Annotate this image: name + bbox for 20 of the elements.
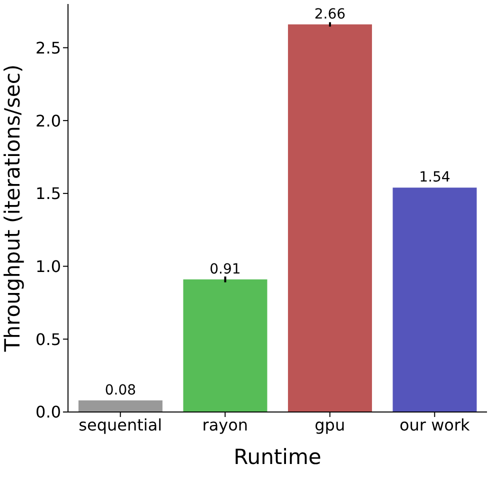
y-tick-label: 2.0 (36, 111, 61, 130)
data-label: 2.66 (314, 6, 346, 22)
y-tick-label: 1.5 (36, 184, 61, 204)
x-tick-label: rayon (202, 415, 248, 434)
data-label: 0.08 (104, 382, 136, 398)
bar (392, 188, 477, 412)
data-label: 1.54 (419, 170, 450, 186)
y-tick-label: 0.5 (36, 330, 61, 349)
x-tick-label: our work (399, 415, 471, 434)
x-tick-label: sequential (78, 415, 162, 434)
x-tick-label: gpu (314, 415, 346, 434)
bar (288, 24, 372, 412)
data-label: 0.91 (210, 261, 241, 278)
x-axis-title: Runtime (234, 445, 322, 469)
y-tick-label: 0.0 (36, 402, 61, 422)
bar (183, 279, 268, 412)
y-tick-label: 2.5 (36, 38, 61, 58)
y-axis-title: Throughput (iterations/sec) (0, 64, 24, 353)
y-tick-label: 1.0 (36, 256, 61, 276)
bar (78, 400, 162, 412)
